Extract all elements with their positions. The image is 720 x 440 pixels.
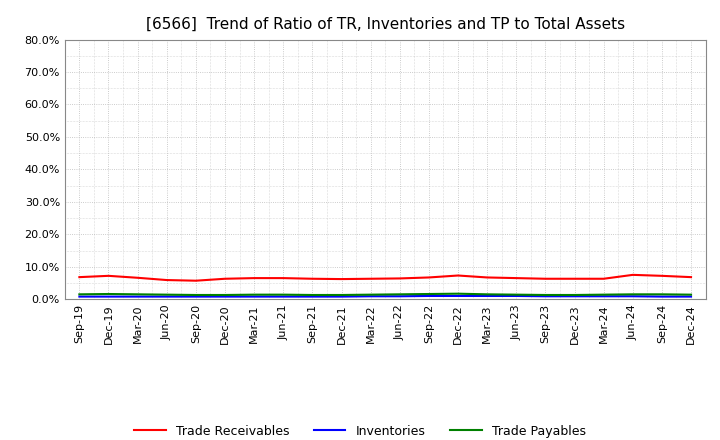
Trade Receivables <box>483 275 492 280</box>
Inventories <box>337 294 346 299</box>
Trade Receivables <box>220 276 229 282</box>
Inventories <box>220 294 229 299</box>
Inventories <box>541 293 550 299</box>
Trade Payables <box>366 292 375 297</box>
Trade Receivables <box>629 272 637 278</box>
Trade Payables <box>599 292 608 297</box>
Trade Payables <box>657 292 666 297</box>
Trade Payables <box>220 292 229 297</box>
Trade Receivables <box>395 276 404 281</box>
Trade Receivables <box>454 273 462 278</box>
Inventories <box>657 294 666 299</box>
Trade Payables <box>163 292 171 297</box>
Trade Payables <box>512 292 521 297</box>
Trade Receivables <box>425 275 433 280</box>
Trade Receivables <box>279 275 287 281</box>
Inventories <box>279 294 287 299</box>
Line: Trade Payables: Trade Payables <box>79 293 691 295</box>
Line: Trade Receivables: Trade Receivables <box>79 275 691 281</box>
Inventories <box>163 294 171 299</box>
Trade Payables <box>279 292 287 297</box>
Trade Receivables <box>687 275 696 280</box>
Trade Receivables <box>250 275 258 281</box>
Inventories <box>687 294 696 299</box>
Trade Receivables <box>512 275 521 281</box>
Trade Receivables <box>163 277 171 282</box>
Inventories <box>133 294 142 299</box>
Trade Payables <box>104 291 113 297</box>
Inventories <box>570 293 579 299</box>
Inventories <box>104 294 113 299</box>
Trade Receivables <box>337 276 346 282</box>
Trade Payables <box>337 292 346 297</box>
Trade Payables <box>541 292 550 297</box>
Inventories <box>250 294 258 299</box>
Inventories <box>425 293 433 299</box>
Trade Payables <box>250 292 258 297</box>
Inventories <box>483 293 492 299</box>
Trade Payables <box>395 292 404 297</box>
Inventories <box>629 293 637 299</box>
Trade Payables <box>75 292 84 297</box>
Trade Payables <box>192 292 200 297</box>
Trade Payables <box>570 292 579 297</box>
Inventories <box>454 293 462 299</box>
Inventories <box>366 293 375 299</box>
Inventories <box>599 293 608 299</box>
Inventories <box>308 294 317 299</box>
Trade Receivables <box>570 276 579 282</box>
Inventories <box>192 294 200 299</box>
Trade Receivables <box>75 275 84 280</box>
Trade Receivables <box>104 273 113 279</box>
Trade Payables <box>687 292 696 297</box>
Trade Receivables <box>308 276 317 282</box>
Trade Payables <box>425 291 433 297</box>
Inventories <box>395 293 404 299</box>
Trade Receivables <box>192 278 200 283</box>
Line: Inventories: Inventories <box>79 296 691 297</box>
Inventories <box>512 293 521 299</box>
Trade Receivables <box>599 276 608 282</box>
Trade Payables <box>454 291 462 296</box>
Trade Payables <box>133 292 142 297</box>
Trade Payables <box>308 292 317 297</box>
Trade Payables <box>629 292 637 297</box>
Trade Receivables <box>657 273 666 279</box>
Trade Receivables <box>133 275 142 280</box>
Legend: Trade Receivables, Inventories, Trade Payables: Trade Receivables, Inventories, Trade Pa… <box>130 420 590 440</box>
Trade Receivables <box>366 276 375 282</box>
Inventories <box>75 294 84 299</box>
Trade Payables <box>483 292 492 297</box>
Trade Receivables <box>541 276 550 282</box>
Title: [6566]  Trend of Ratio of TR, Inventories and TP to Total Assets: [6566] Trend of Ratio of TR, Inventories… <box>145 16 625 32</box>
